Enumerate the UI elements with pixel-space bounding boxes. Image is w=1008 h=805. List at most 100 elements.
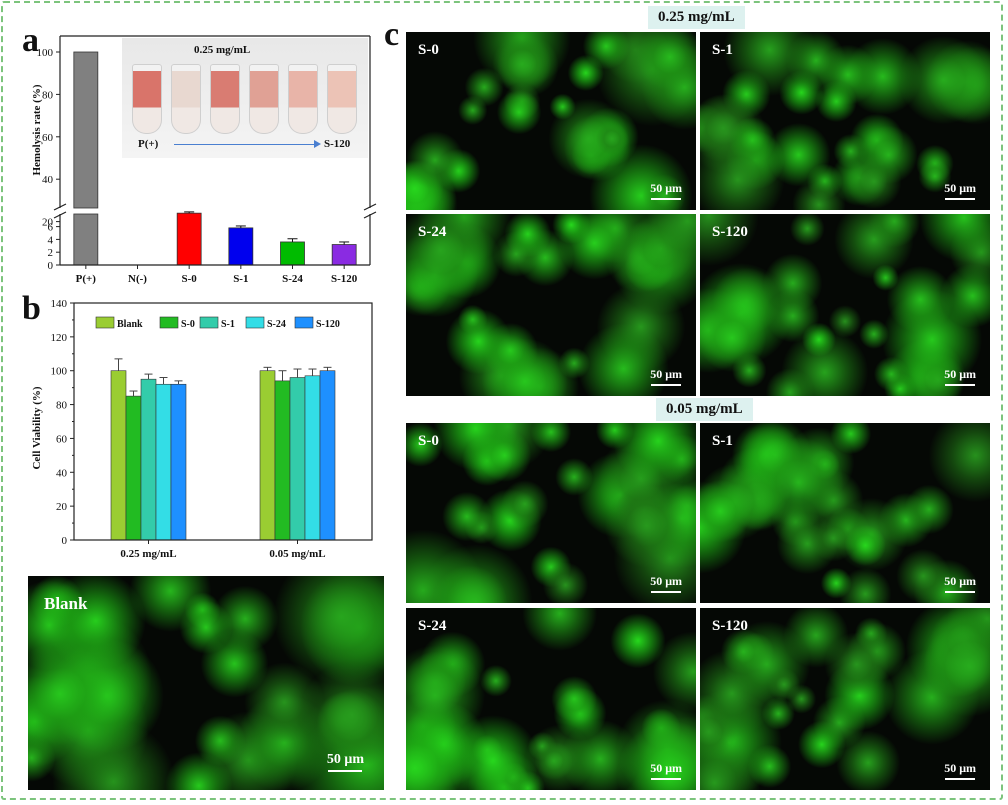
viability-y-tick-label: 140 — [51, 298, 68, 310]
hemolysis-y-tick-label: 0 — [48, 260, 54, 272]
hemolysis-y-tick-label: 60 — [42, 132, 54, 144]
sample-tube — [171, 64, 201, 134]
inset-title: 0.25 mg/mL — [194, 44, 251, 56]
viability-legend-label: S-1 — [221, 319, 235, 330]
panel-label-b: b — [22, 290, 41, 327]
micrograph-panel: S-0 50 μm — [406, 32, 696, 210]
axis-break-mark — [53, 203, 67, 211]
viability-bar — [110, 370, 127, 541]
hemolysis-bar — [176, 212, 202, 266]
hemolysis-y-tick-label: 6 — [48, 222, 54, 234]
scale-bar: 50 μm — [650, 181, 682, 200]
panel-label-a: a — [22, 22, 39, 59]
blank-micrograph: Blank 50 μm — [28, 576, 384, 790]
scale-bar-label: 50 μm — [650, 367, 682, 381]
hemolysis-x-tick-label: S-24 — [282, 273, 303, 285]
micrograph-label: S-0 — [418, 433, 439, 449]
micrograph-panel: S-1 50 μm — [700, 423, 990, 603]
micrograph-panel: S-0 50 μm — [406, 423, 696, 603]
scale-bar-label: 50 μm — [944, 367, 976, 381]
viability-bar — [140, 378, 157, 541]
tube-photo-inset: 0.25 mg/mL P(+) S-120 — [122, 38, 368, 158]
viability-y-tick-label: 120 — [51, 332, 68, 344]
viability-bar — [155, 383, 172, 541]
micrograph-label: S-24 — [418, 618, 447, 634]
viability-bar — [274, 380, 291, 541]
viability-bar — [304, 375, 321, 541]
scale-bar-label: 50 μm — [650, 181, 682, 195]
viability-y-tick-label: 100 — [51, 366, 68, 378]
hemolysis-y-tick-label: 20 — [42, 217, 54, 229]
hemolysis-y-tick-label: 80 — [42, 89, 54, 101]
viability-y-tick-label: 0 — [62, 535, 68, 547]
scale-bar-label: 50 μm — [944, 181, 976, 195]
hemolysis-y-tick-label: 100 — [37, 47, 54, 59]
hemolysis-y-label: Hemolysis rate (%) — [31, 84, 43, 175]
hemolysis-x-tick-label: S-120 — [331, 273, 358, 285]
viability-legend-swatch — [199, 316, 219, 329]
scale-bar: 50 μm — [944, 181, 976, 200]
panel-label-c: c — [384, 16, 400, 53]
viability-bar — [259, 370, 276, 541]
viability-y-label: Cell Viability (%) — [31, 386, 43, 469]
scale-bar: 50 μm — [944, 367, 976, 386]
micrograph-label: S-0 — [418, 42, 439, 58]
inset-right-label: S-120 — [324, 138, 351, 150]
viability-legend-label: S-24 — [267, 319, 286, 330]
viability-y-tick-label: 60 — [56, 433, 68, 445]
inset-arrow-head — [314, 140, 321, 148]
sample-tube — [249, 64, 279, 134]
scale-bar-label: 50 μm — [944, 761, 976, 775]
micrograph-label: S-24 — [418, 224, 447, 240]
sample-tube — [132, 64, 162, 134]
scale-bar: 50 μm — [944, 761, 976, 780]
hemolysis-y-tick-label: 2 — [48, 247, 54, 259]
viability-bar — [125, 395, 142, 541]
viability-y-tick-label: 20 — [56, 501, 68, 513]
blank-label: Blank — [44, 594, 88, 613]
scale-bar: 50 μm — [650, 574, 682, 593]
axis-break-mark — [363, 203, 377, 211]
micrograph-label: S-120 — [712, 224, 748, 240]
sample-tube — [288, 64, 318, 134]
tube-row — [122, 64, 368, 136]
scale-bar-label: 50 μm — [326, 752, 364, 767]
hemolysis-bar — [280, 241, 305, 266]
axis-break-mark — [363, 211, 377, 219]
sample-tube — [210, 64, 240, 134]
viability-legend-label: S-120 — [316, 319, 340, 330]
hemolysis-bar — [228, 227, 254, 266]
scale-bar-label: 50 μm — [944, 574, 976, 588]
hemolysis-x-tick-label: N(-) — [128, 273, 147, 285]
viability-plot-frame — [73, 302, 373, 541]
header-0.25: 0.25 mg/mL — [648, 6, 745, 29]
inset-arrow — [174, 144, 316, 145]
micrograph-panel: S-120 50 μm — [700, 608, 990, 790]
axis-break-mark — [53, 211, 67, 219]
hemolysis-bar-lower — [73, 213, 99, 266]
viability-legend-swatch — [95, 316, 115, 329]
hemolysis-bar — [331, 244, 357, 266]
hemolysis-y-tick-label: 4 — [48, 234, 54, 246]
hemolysis-y-tick-label: 40 — [42, 174, 54, 186]
viability-bar — [319, 370, 336, 541]
scale-bar-label: 50 μm — [650, 761, 682, 775]
scale-bar: 50 μm — [650, 367, 682, 386]
scale-bar: 50 μm — [650, 761, 682, 780]
viability-legend-swatch — [159, 316, 179, 329]
hemolysis-x-tick-label: S-1 — [233, 273, 248, 285]
sample-tube — [327, 64, 357, 134]
scale-bar: 50 μm — [944, 574, 976, 593]
viability-legend-label: S-0 — [181, 319, 195, 330]
scale-bar: 50 μm — [327, 752, 364, 772]
viability-bar — [170, 383, 187, 541]
micrograph-label: S-1 — [712, 42, 733, 58]
viability-x-tick-label: 0.25 mg/mL — [120, 548, 176, 560]
viability-legend-swatch — [245, 316, 265, 329]
inset-left-label: P(+) — [138, 138, 159, 150]
viability-legend-label: Blank — [117, 319, 143, 330]
micrograph-label: S-120 — [712, 618, 748, 634]
